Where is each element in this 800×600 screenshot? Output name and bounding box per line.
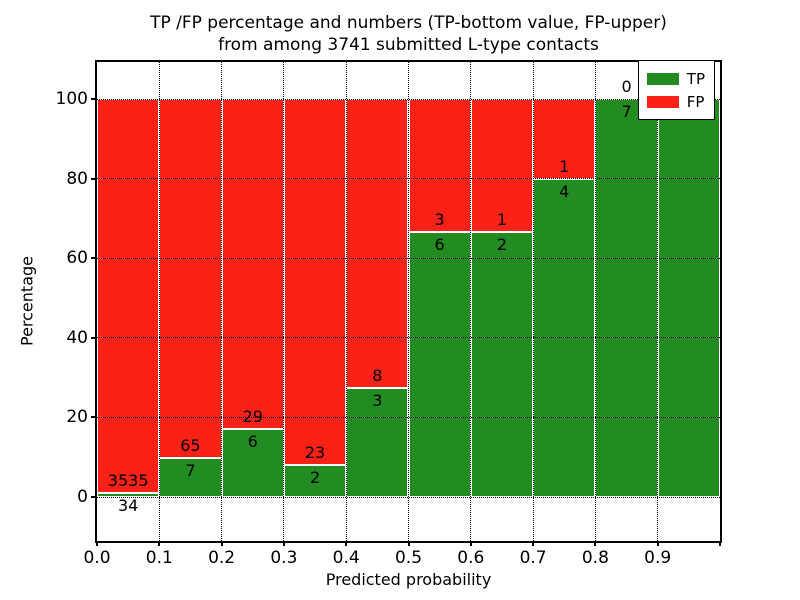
x-tick-mark [469, 541, 472, 546]
x-tick-mark [719, 541, 721, 546]
y-tick-mark [91, 98, 96, 100]
x-tick-mark [532, 541, 535, 546]
tp-count-label: 2 [496, 234, 508, 254]
legend-swatch-fp [646, 95, 679, 108]
x-tick-label: 0.9 [644, 548, 672, 568]
legend-swatch-tp [646, 72, 679, 85]
x-tick-mark [220, 541, 223, 546]
tp-count-label: 7 [185, 461, 196, 481]
v-gridline [408, 62, 409, 541]
chart-title-line1: TP /FP percentage and numbers (TP-bottom… [150, 13, 667, 33]
tp-count-label: 6 [434, 234, 445, 254]
x-tick-mark [282, 541, 285, 546]
y-tick-mark [91, 177, 96, 180]
v-gridline [470, 62, 472, 541]
x-tick-label: 0.2 [208, 548, 236, 568]
bar-segment-fp [408, 99, 471, 232]
bar-segment-tp [283, 465, 347, 497]
y-tick-mark [91, 336, 96, 339]
x-tick-label: 0.8 [581, 548, 609, 568]
fp-count-label: 3 [434, 209, 445, 229]
bar-segment-tp [470, 231, 534, 497]
bar-segment-tp [595, 99, 658, 497]
x-tick-label: 0.7 [519, 548, 547, 568]
v-gridline [283, 62, 285, 541]
legend-label-fp: FP [686, 92, 705, 111]
bar-segment-tp [408, 231, 471, 497]
legend-entry-fp: FP [646, 90, 705, 113]
v-gridline [221, 62, 223, 541]
y-tick-label: 60 [66, 248, 88, 269]
tp-count-label: 4 [559, 181, 570, 201]
fp-count-label: 23 [304, 443, 326, 463]
x-tick-mark [96, 541, 98, 546]
y-tick-label: 80 [66, 168, 88, 189]
x-tick-label: 0.5 [394, 548, 423, 568]
y-tick-label: 40 [66, 327, 88, 348]
x-tick-mark [407, 541, 410, 546]
v-gridline [657, 62, 659, 541]
x-tick-mark [158, 541, 161, 546]
bar-segment-tp [159, 458, 222, 497]
bar-segment-tp [221, 428, 284, 497]
tp-count-label: 7 [621, 102, 632, 121]
y-axis-label: Percentage [17, 255, 37, 347]
x-tick-label: 0.3 [270, 548, 298, 568]
bar-segment-fp [97, 99, 160, 494]
chart-title-line2: from among 3741 submitted L-type contact… [218, 35, 599, 55]
v-gridline [158, 62, 160, 541]
y-tick-mark [91, 496, 96, 498]
x-tick-mark [656, 541, 659, 546]
fp-count-label: 3535 [107, 471, 149, 491]
x-tick-mark [594, 541, 597, 546]
tp-count-label: 34 [117, 496, 139, 516]
bar-segment-tp [657, 99, 720, 497]
bar-segment-fp [159, 99, 222, 459]
x-axis-label: Predicted probability [325, 570, 492, 589]
plot-area: TP FP [91, 60, 722, 546]
tp-count-label: 3 [372, 391, 383, 411]
v-gridline [532, 62, 534, 541]
bar-segment-fp [221, 99, 284, 429]
y-tick-label: 20 [66, 407, 88, 428]
x-tick-label: 0.6 [457, 548, 485, 568]
x-tick-label: 0.4 [332, 548, 360, 568]
y-tick-label: 100 [55, 89, 88, 109]
y-tick-mark [91, 416, 96, 419]
x-tick-label: 0.1 [145, 548, 173, 568]
x-tick-label: 0.0 [83, 548, 111, 568]
legend-entry-tp: TP [646, 67, 705, 90]
tp-count-label: 2 [309, 468, 321, 488]
bar-segment-tp [346, 388, 409, 497]
fp-count-label: 29 [242, 406, 263, 426]
legend-label-tp: TP [686, 69, 705, 88]
y-tick-label: 0 [77, 487, 88, 507]
bar-segment-fp [346, 99, 409, 389]
x-tick-mark [345, 541, 348, 546]
v-gridline [594, 62, 596, 541]
fp-count-label: 65 [180, 436, 201, 456]
bar-segment-fp [470, 99, 534, 232]
y-tick-mark [91, 257, 96, 260]
tp-count-label: 6 [247, 431, 258, 451]
bar-segment-fp [533, 99, 596, 179]
v-gridline [345, 62, 347, 541]
fp-count-label: 1 [496, 209, 508, 229]
legend: TP FP [637, 60, 715, 120]
fp-count-label: 0 [621, 77, 632, 96]
bar-segment-fp [283, 99, 347, 466]
fp-count-label: 8 [372, 366, 383, 386]
fp-count-label: 1 [559, 156, 570, 176]
